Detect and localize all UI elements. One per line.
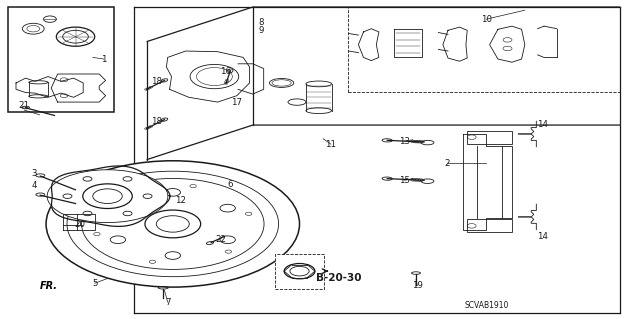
Text: 6: 6 [228, 180, 233, 189]
Text: 3: 3 [31, 169, 36, 178]
Bar [467, 219, 512, 232]
Text: FR.: FR. [40, 281, 58, 291]
Circle shape [46, 161, 300, 287]
Text: 18: 18 [150, 77, 162, 86]
Text: 11: 11 [325, 140, 337, 149]
Text: 21: 21 [19, 101, 30, 110]
Bar [8, 7, 114, 112]
Text: 7: 7 [165, 298, 170, 307]
Ellipse shape [306, 81, 332, 87]
Text: 22: 22 [215, 235, 227, 244]
Text: 18: 18 [150, 117, 162, 126]
Text: 9: 9 [259, 26, 264, 35]
Text: 16: 16 [220, 67, 231, 76]
Text: 4: 4 [31, 181, 36, 190]
Text: 14: 14 [537, 232, 548, 241]
Bar [275, 254, 324, 289]
Ellipse shape [47, 170, 168, 223]
Text: 2: 2 [444, 159, 449, 168]
Text: 20: 20 [74, 220, 86, 229]
Text: 13: 13 [399, 137, 410, 146]
Text: 19: 19 [412, 281, 422, 290]
Text: 8: 8 [259, 18, 264, 27]
Text: 17: 17 [231, 98, 243, 107]
Text: SCVAB1910: SCVAB1910 [464, 301, 509, 310]
Text: 14: 14 [537, 120, 548, 129]
Text: 15: 15 [399, 176, 410, 185]
Text: 5: 5 [92, 279, 97, 288]
Ellipse shape [306, 108, 332, 114]
Text: 10: 10 [481, 15, 492, 24]
Text: 1: 1 [101, 55, 106, 63]
Bar [467, 131, 512, 144]
Text: 12: 12 [175, 196, 186, 205]
Text: B-20-30: B-20-30 [316, 273, 361, 283]
